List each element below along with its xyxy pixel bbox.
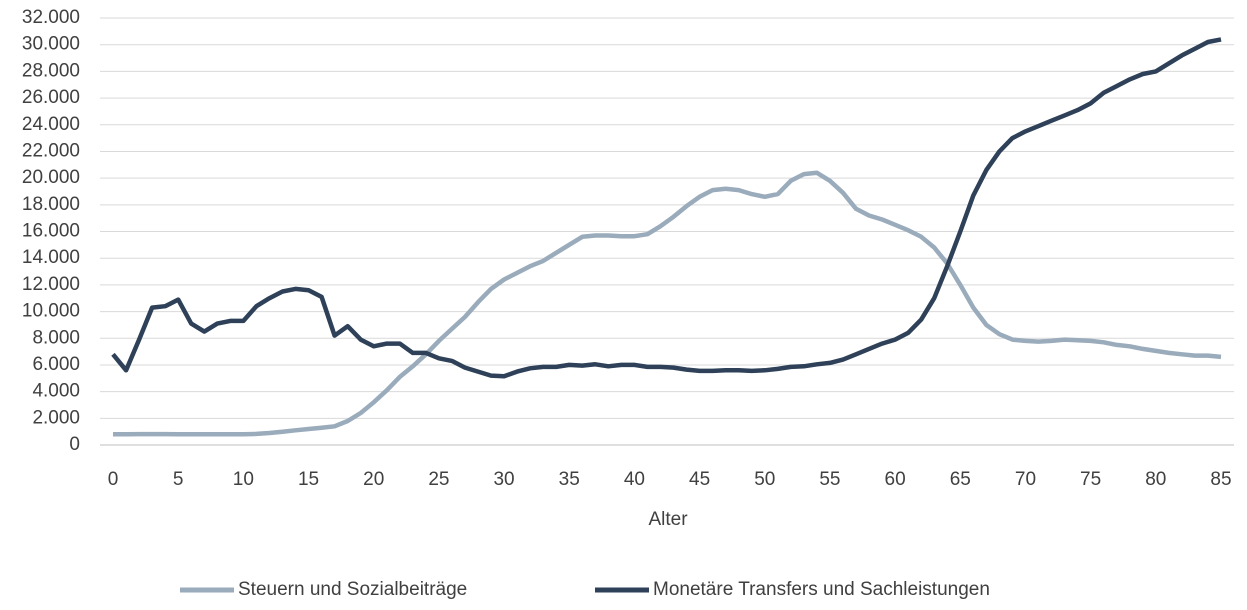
x-tick-label: 10 — [233, 469, 254, 490]
x-tick-label: 65 — [950, 469, 971, 490]
x-tick-label: 40 — [624, 469, 645, 490]
y-tick-label: 14.000 — [22, 247, 80, 268]
y-tick-label: 26.000 — [22, 87, 80, 108]
y-tick-label: 12.000 — [22, 274, 80, 295]
x-tick-label: 45 — [689, 469, 710, 490]
y-tick-label: 2.000 — [32, 407, 80, 428]
y-tick-label: 8.000 — [32, 327, 80, 348]
legend-label: Monetäre Transfers und Sachleistungen — [653, 579, 990, 600]
y-tick-label: 10.000 — [22, 301, 80, 322]
y-tick-label: 16.000 — [22, 221, 80, 242]
x-tick-label: 80 — [1145, 469, 1166, 490]
x-tick-label: 35 — [559, 469, 580, 490]
y-tick-label: 28.000 — [22, 60, 80, 81]
x-tick-label: 60 — [885, 469, 906, 490]
y-tick-label: 22.000 — [22, 140, 80, 161]
x-tick-label: 5 — [173, 469, 184, 490]
x-tick-label: 15 — [298, 469, 319, 490]
x-tick-label: 20 — [363, 469, 384, 490]
y-tick-label: 20.000 — [22, 167, 80, 188]
legend-label: Steuern und Sozialbeiträge — [238, 579, 467, 600]
y-tick-label: 18.000 — [22, 194, 80, 215]
y-tick-label: 4.000 — [32, 381, 80, 402]
y-tick-label: 30.000 — [22, 34, 80, 55]
series-line — [111, 37, 1222, 379]
x-tick-label: 55 — [819, 469, 840, 490]
y-tick-label: 0 — [69, 434, 80, 455]
x-tick-label: 30 — [493, 469, 514, 490]
x-tick-label: 0 — [108, 469, 119, 490]
y-tick-label: 32.000 — [22, 7, 80, 28]
x-tick-label: 70 — [1015, 469, 1036, 490]
x-tick-label: 50 — [754, 469, 775, 490]
x-tick-label: 85 — [1210, 469, 1231, 490]
x-tick-label: 75 — [1080, 469, 1101, 490]
x-tick-label: 25 — [428, 469, 449, 490]
x-axis-label: Alter — [648, 509, 688, 530]
y-tick-label: 6.000 — [32, 354, 80, 375]
y-tick-label: 24.000 — [22, 114, 80, 135]
series-line — [113, 170, 1222, 437]
